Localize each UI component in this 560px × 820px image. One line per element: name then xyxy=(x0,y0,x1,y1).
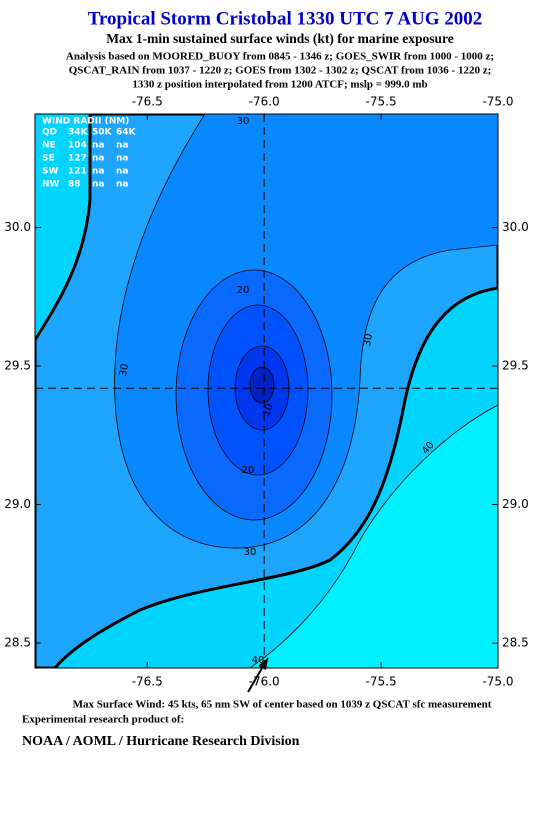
arrow-head xyxy=(258,658,268,670)
contour-label: 30 xyxy=(244,547,257,558)
wind-radii-cell: na xyxy=(116,154,128,164)
x-tick-label: -76.5 xyxy=(132,675,163,689)
wind-radii-cell: SW xyxy=(42,167,58,177)
wind-radii-cell: NE xyxy=(42,141,56,151)
wind-radii-title: WIND RADII (NM) xyxy=(42,117,129,127)
wind-radii-cell: 127 xyxy=(68,154,87,164)
y-tick-label: 29.5 xyxy=(502,359,529,373)
max-wind: Max Surface Wind: 45 kts, 65 nm SW of ce… xyxy=(73,699,492,711)
plot-frame xyxy=(34,113,499,669)
x-tick-label: -76.0 xyxy=(249,95,280,109)
subtitle: Max 1-min sustained surface winds (kt) f… xyxy=(106,31,454,46)
wind-radii-cell: na xyxy=(92,167,104,177)
y-tick-label: 29.0 xyxy=(502,497,529,511)
wind-radii-cell: 104 xyxy=(68,141,87,151)
contour-label: 40 xyxy=(252,655,265,666)
analysis-line: Analysis based on MOORED_BUOY from 0845 … xyxy=(66,51,494,63)
x-tick-label: -75.5 xyxy=(366,95,397,109)
contour-label: 20 xyxy=(237,285,250,296)
analysis-line: QSCAT_RAIN from 1037 - 1220 z; GOES from… xyxy=(69,65,492,77)
x-tick-label: -76.5 xyxy=(132,95,163,109)
y-tick-label: 29.5 xyxy=(4,359,31,373)
wind-radii-header: 64K xyxy=(116,128,137,138)
y-tick-label: 30.0 xyxy=(502,220,529,234)
wind-radii-cell: na xyxy=(92,141,104,151)
contour-label: 30 xyxy=(362,333,375,347)
wind-radii-cell: na xyxy=(116,167,128,177)
wind-radii-cell: na xyxy=(116,180,128,190)
note: Experimental research product of: xyxy=(22,714,184,726)
wind-radii-header: 34K xyxy=(68,128,89,138)
y-tick-label: 28.5 xyxy=(502,636,529,650)
plot-area xyxy=(35,114,498,668)
contour-label: 20 xyxy=(242,465,255,476)
x-tick-label: -75.0 xyxy=(482,95,513,109)
wind-radii-header: QD xyxy=(42,128,57,138)
contour-label: 10 xyxy=(261,402,276,418)
analysis-line: 1330 z position interpolated from 1200 A… xyxy=(132,79,427,91)
x-tick-label: -76.0 xyxy=(249,675,280,689)
x-tick-label: -75.5 xyxy=(366,675,397,689)
org: NOAA / AOML / Hurricane Research Divisio… xyxy=(22,734,300,749)
y-tick-label: 28.5 xyxy=(4,636,31,650)
x-tick-label: -75.0 xyxy=(482,675,513,689)
contour-label: 30 xyxy=(237,116,250,127)
wind-radii-cell: NW xyxy=(42,180,60,190)
title: Tropical Storm Cristobal 1330 UTC 7 AUG … xyxy=(88,8,483,29)
wind-radii-cell: na xyxy=(92,154,104,164)
wind-radii-cell: na xyxy=(116,141,128,151)
wind-radii-cell: na xyxy=(92,180,104,190)
y-tick-label: 30.0 xyxy=(4,220,31,234)
wind-radii-cell: 88 xyxy=(68,180,81,190)
contour-label: 30 xyxy=(118,363,131,377)
wind-radii-cell: SE xyxy=(42,154,55,164)
wind-radii-header: 50K xyxy=(92,128,113,138)
contour-region xyxy=(249,366,275,404)
y-tick-label: 29.0 xyxy=(4,497,31,511)
wind-radii-cell: 121 xyxy=(68,167,87,177)
